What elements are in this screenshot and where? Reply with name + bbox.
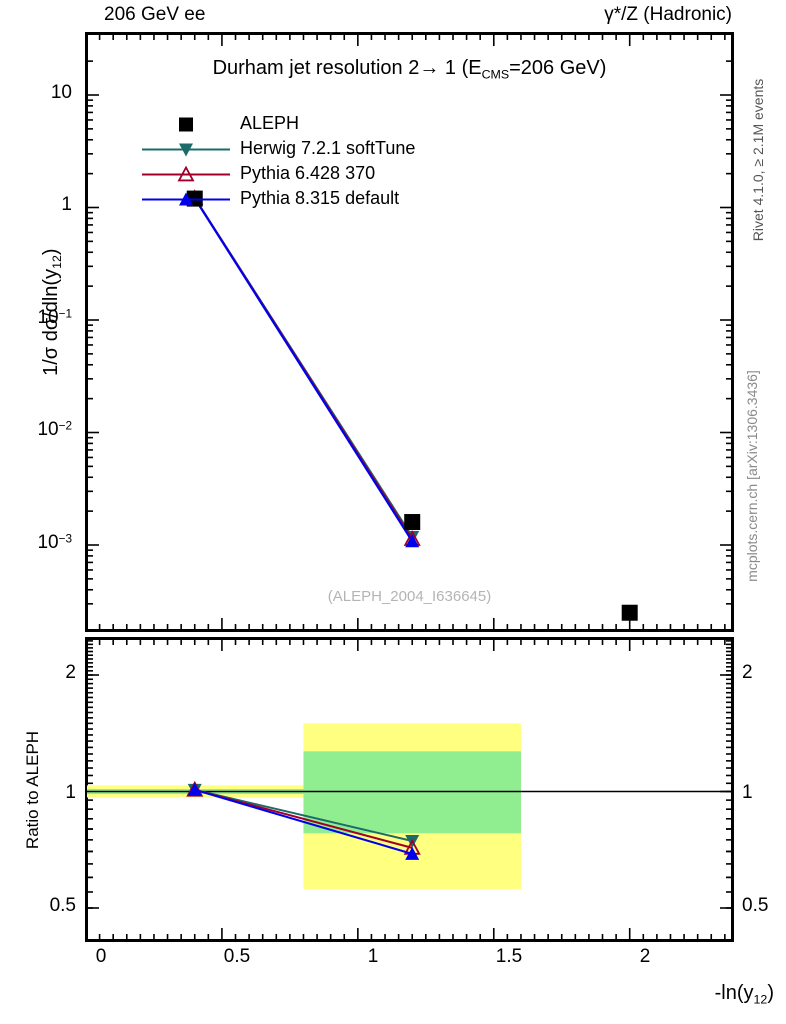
y-tick-label: 10−3 [0,532,80,554]
ratio-tick-label-right: 0.5 [742,895,769,916]
y-tick-label-text: 10−3 [37,532,72,553]
ratio-tick-label-left: 1 [65,782,76,803]
legend-label: Pythia 6.428 370 [240,163,376,183]
mcplots-reference-note: mcplots.cern.ch [arXiv:1306.3436] [744,370,760,582]
y-tick-label-text: 10−2 [37,419,72,440]
y-axis-label-sub: 12 [50,255,65,269]
y-tick-label: 10 [0,82,80,104]
x-tick-label: 2 [639,946,651,967]
y-tick-label: 1 [0,194,80,216]
legend-marker-filled-square-icon [140,112,232,137]
legend-marker-filled-down-triangle-icon [140,137,232,162]
ratio-tick-label-left: 2 [65,662,76,683]
plot-title: Durham jet resolution 2→ 1 (ECMS=206 GeV… [86,57,733,81]
plot-title-main: Durham jet resolution 2→ 1 (E [212,57,482,79]
legend-marker-open-up-triangle-icon [140,162,232,187]
rivet-version-note: Rivet 4.1.0, ≥ 2.1M events [750,78,766,242]
x-axis-label-pre: -ln(y [714,982,754,1004]
y-tick-label: 10−1 [0,307,80,329]
y-tick-label-text: 1 [61,194,72,215]
ratio-tick-label-left: 0.5 [49,895,76,916]
ratio-tick-label-right: 2 [742,662,753,683]
ratio-tick-label-right: 1 [742,782,753,803]
x-tick-label: 0.5 [223,946,251,967]
y-tick-label-text: 10−1 [37,307,72,328]
header-process-label: γ*/Z (Hadronic) [604,4,732,25]
legend-label: ALEPH [240,113,300,133]
x-tick-label: 1 [367,946,379,967]
plot-title-subscript: CMS [481,67,510,82]
plot-title-tail: =206 GeV) [509,57,607,79]
header-energy-label: 206 GeV ee [104,4,206,25]
legend-label: Herwig 7.2.1 softTune [240,138,416,158]
x-axis-label: -ln(y12) [715,982,774,1006]
y-axis-label-post: ) [39,248,62,256]
analysis-id-watermark: (ALEPH_2004_I636645) [327,588,492,605]
x-tick-label: 0 [95,946,107,967]
x-axis-label-post: ) [767,982,774,1004]
x-axis-label-sub: 12 [753,992,768,1007]
legend-marker-filled-up-triangle-icon [140,187,232,212]
x-tick-label: 1.5 [495,946,523,967]
y-tick-label-text: 10 [50,82,72,103]
legend-label: Pythia 8.315 default [240,188,400,208]
y-tick-label: 10−2 [0,419,80,441]
ratio-plot-frame [86,638,733,941]
